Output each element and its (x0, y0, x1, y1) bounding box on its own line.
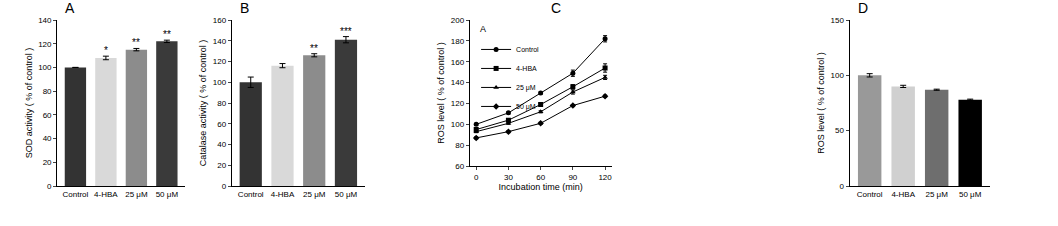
svg-text:30: 30 (504, 173, 513, 182)
svg-text:140: 140 (451, 78, 465, 87)
svg-text:50 μM: 50 μM (516, 103, 536, 111)
svg-text:D: D (858, 0, 868, 16)
svg-text:B: B (240, 0, 249, 16)
svg-text:0: 0 (47, 182, 52, 191)
svg-text:***: *** (340, 26, 352, 37)
svg-text:C: C (551, 0, 561, 16)
svg-text:ROS level ( % of control ): ROS level ( % of control ) (816, 52, 826, 154)
svg-text:60: 60 (43, 111, 52, 120)
svg-text:120: 120 (213, 57, 227, 66)
svg-text:25 μM: 25 μM (125, 190, 148, 199)
svg-text:SOD activity ( % of control ): SOD activity ( % of control ) (24, 48, 34, 159)
svg-text:Control: Control (63, 190, 89, 199)
svg-text:Control: Control (516, 46, 539, 53)
svg-text:40: 40 (43, 134, 52, 143)
svg-text:40: 40 (217, 140, 226, 149)
svg-text:160: 160 (451, 58, 465, 67)
svg-text:80: 80 (43, 87, 52, 96)
svg-text:Control: Control (857, 190, 883, 199)
svg-text:140: 140 (38, 16, 52, 25)
svg-text:80: 80 (217, 99, 226, 108)
svg-text:100: 100 (38, 63, 52, 72)
svg-text:200: 200 (451, 16, 465, 25)
svg-text:120: 120 (451, 99, 465, 108)
svg-text:4-HBA: 4-HBA (94, 190, 118, 199)
svg-text:4-HBA: 4-HBA (271, 190, 295, 199)
svg-text:**: ** (310, 43, 318, 54)
svg-text:180: 180 (451, 37, 465, 46)
svg-text:50: 50 (835, 126, 844, 135)
svg-text:120: 120 (38, 40, 52, 49)
svg-text:100: 100 (213, 78, 227, 87)
svg-text:25 μM: 25 μM (303, 190, 326, 199)
svg-text:150: 150 (831, 16, 845, 25)
svg-text:25 μM: 25 μM (925, 190, 948, 199)
svg-text:100: 100 (831, 71, 845, 80)
svg-text:A: A (65, 0, 75, 16)
svg-text:A: A (480, 24, 486, 34)
svg-text:Control: Control (238, 190, 264, 199)
svg-text:4-HBA: 4-HBA (516, 65, 537, 72)
svg-text:0: 0 (474, 173, 479, 182)
svg-text:0: 0 (840, 182, 845, 191)
svg-text:50 μM: 50 μM (335, 190, 358, 199)
svg-text:Incubation time (min): Incubation time (min) (499, 182, 583, 192)
svg-text:*: * (104, 45, 108, 56)
svg-text:25 μM: 25 μM (516, 84, 536, 92)
svg-text:140: 140 (213, 37, 227, 46)
svg-text:60: 60 (536, 173, 545, 182)
svg-text:60: 60 (455, 162, 464, 171)
svg-text:**: ** (163, 29, 171, 40)
svg-text:20: 20 (43, 158, 52, 167)
svg-text:ROS level ( % of control ): ROS level ( % of control ) (436, 42, 446, 144)
svg-text:50 μM: 50 μM (959, 190, 982, 199)
svg-text:50 μM: 50 μM (156, 190, 179, 199)
svg-text:100: 100 (451, 120, 465, 129)
svg-text:80: 80 (455, 141, 464, 150)
svg-text:Catalase activity ( % of contr: Catalase activity ( % of control ) (198, 40, 208, 167)
svg-text:0: 0 (222, 182, 227, 191)
svg-text:120: 120 (598, 173, 612, 182)
svg-text:4-HBA: 4-HBA (891, 190, 915, 199)
svg-text:**: ** (132, 37, 140, 48)
svg-text:20: 20 (217, 161, 226, 170)
svg-text:60: 60 (217, 120, 226, 129)
svg-text:160: 160 (213, 16, 227, 25)
svg-text:90: 90 (568, 173, 577, 182)
